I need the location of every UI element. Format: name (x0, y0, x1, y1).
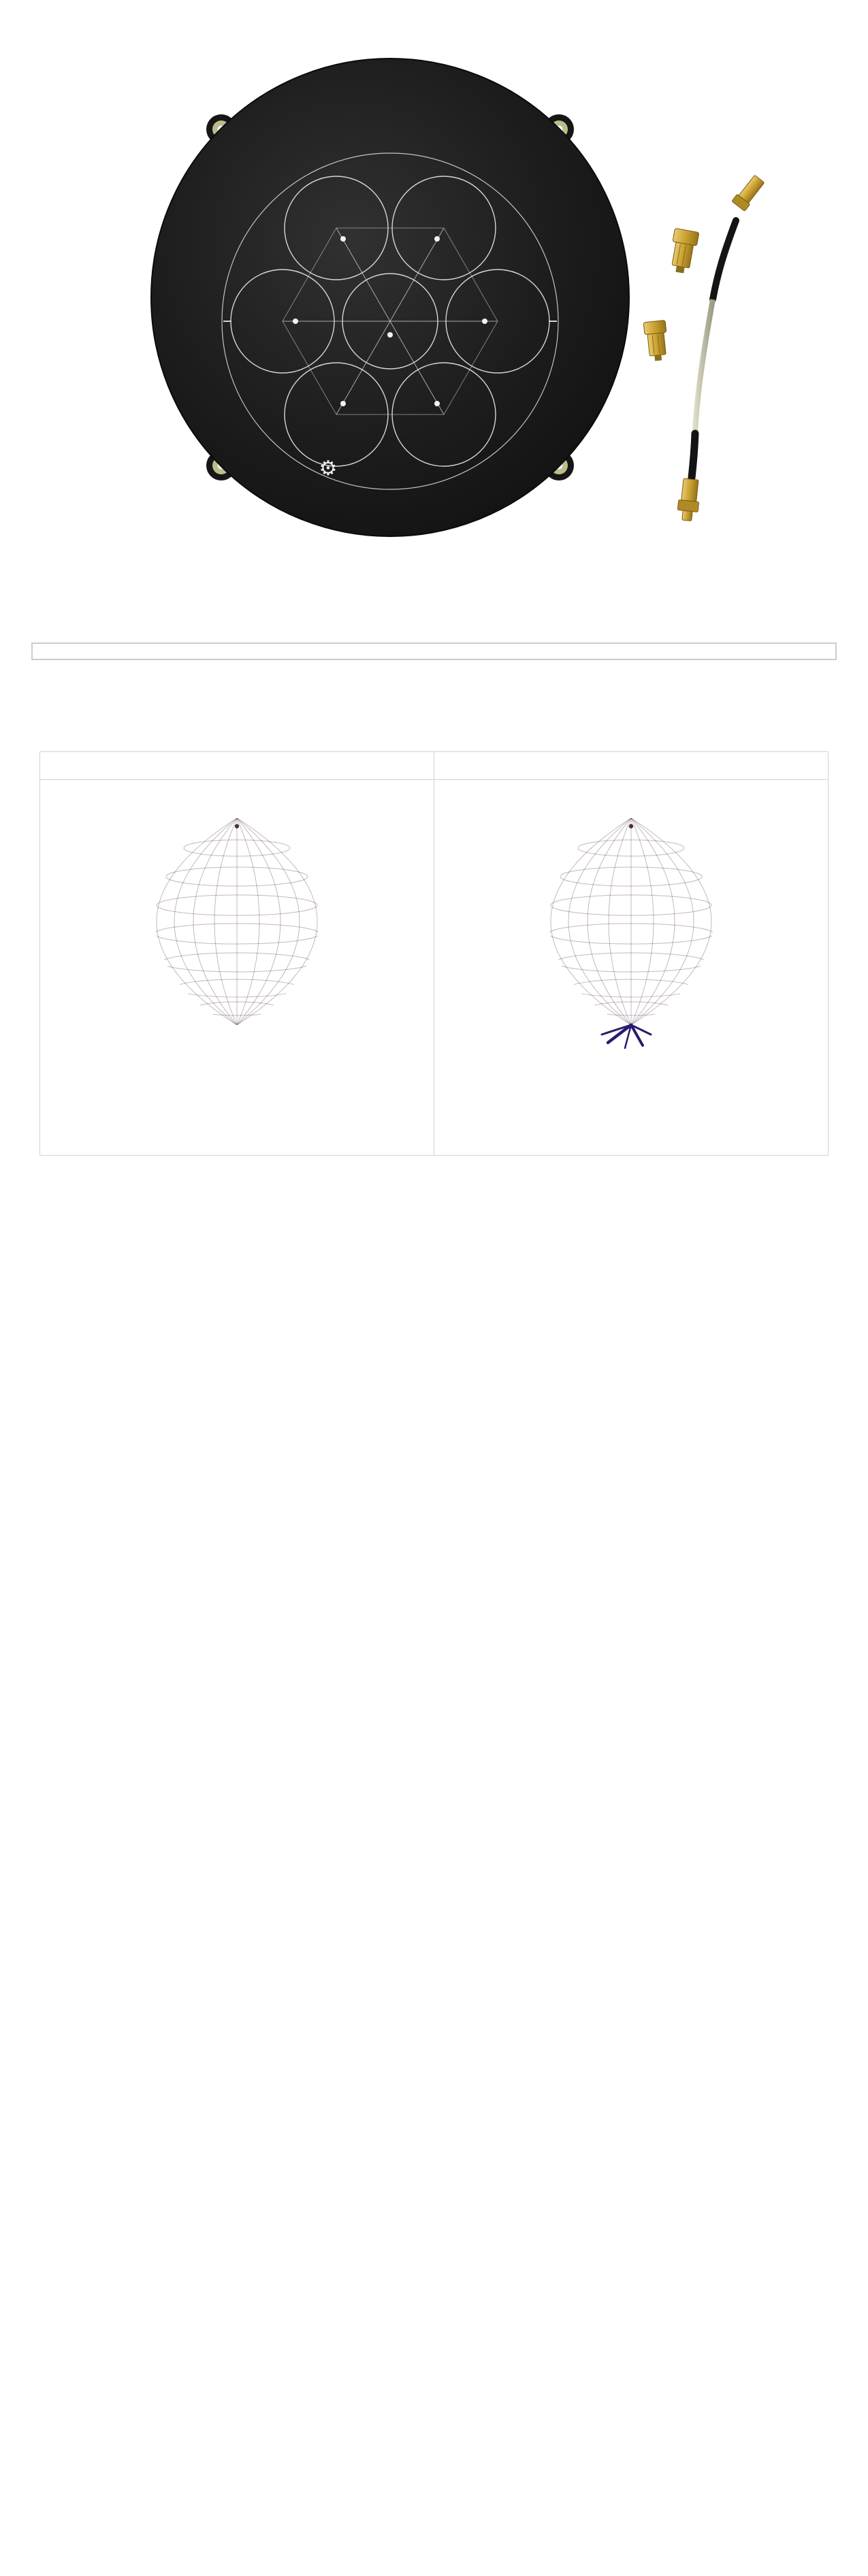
pattern-top-pole (234, 824, 239, 829)
radiation-pattern-3d-simulated (153, 818, 320, 1025)
antenna-disc (150, 58, 630, 537)
pattern-surface (153, 818, 320, 1025)
pattern-col-header-measured (434, 752, 829, 779)
vna-section (31, 642, 837, 660)
colorbar-simulated (60, 1059, 414, 1097)
sma-adapter-1 (671, 228, 699, 274)
pattern-surface (547, 818, 714, 1025)
antenna-photo: ⚙ (80, 49, 788, 539)
sma-pigtail-cable (677, 175, 764, 521)
surface-mesh (548, 818, 714, 1025)
sma-adapter-2 (643, 320, 666, 361)
vna-charts-panel (31, 642, 837, 660)
antenna-photo-graphic: ⚙ (150, 58, 764, 537)
backlobe-spikes (600, 1023, 652, 1049)
page: ⚙ (0, 49, 868, 1156)
surface-mesh (154, 818, 320, 1025)
pattern-cell-simulated (40, 780, 434, 1155)
radiation-patterns-table (39, 751, 829, 1156)
pattern-top-pole (628, 824, 633, 829)
patch-array (221, 152, 559, 490)
colorbar-measured (454, 1075, 808, 1113)
pattern-col-header-simulated (40, 752, 434, 779)
pattern-cell-measured (434, 780, 829, 1155)
patterns-body-row (40, 780, 828, 1155)
radiation-pattern-3d-measured (547, 818, 714, 1049)
patterns-header-row (40, 752, 828, 780)
oshw-gear-icon: ⚙ (319, 457, 337, 480)
